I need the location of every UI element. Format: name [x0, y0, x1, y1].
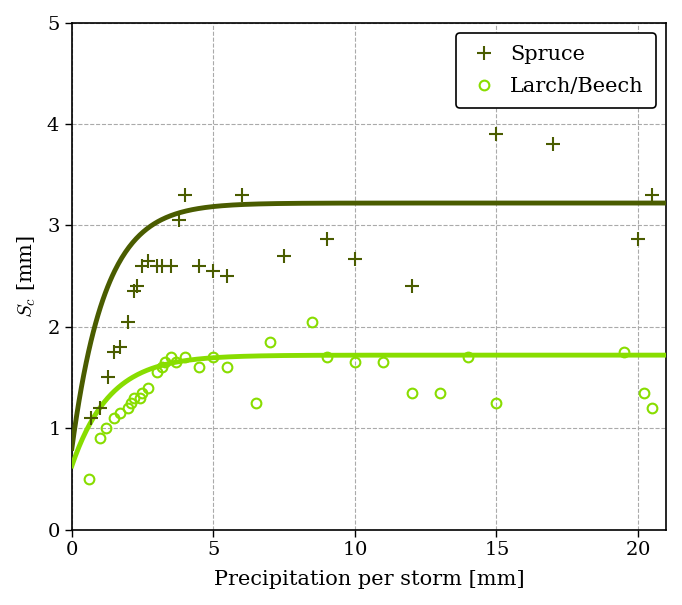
Larch/Beech — [351, 359, 359, 366]
Larch/Beech — [195, 364, 203, 371]
Larch/Beech — [308, 318, 316, 325]
Larch/Beech — [209, 353, 218, 361]
Spruce — [209, 267, 218, 275]
Larch/Beech — [136, 394, 144, 401]
Spruce — [648, 191, 656, 198]
Larch/Beech — [166, 353, 175, 361]
Spruce — [549, 140, 557, 148]
Larch/Beech — [620, 348, 628, 356]
Larch/Beech — [492, 399, 501, 407]
Spruce — [130, 287, 138, 295]
Legend: Spruce, Larch/Beech: Spruce, Larch/Beech — [456, 33, 656, 108]
Y-axis label: $S_c$ [mm]: $S_c$ [mm] — [16, 235, 38, 318]
Spruce — [634, 235, 642, 242]
Larch/Beech — [116, 410, 124, 417]
Spruce — [153, 263, 161, 270]
Spruce — [110, 348, 118, 356]
Larch/Beech — [130, 394, 138, 401]
Larch/Beech — [640, 389, 648, 396]
Spruce — [492, 131, 501, 138]
Larch/Beech — [102, 425, 110, 432]
Spruce — [116, 344, 124, 351]
Spruce — [237, 191, 246, 198]
Spruce — [323, 235, 331, 242]
Spruce — [166, 263, 175, 270]
Larch/Beech — [124, 404, 132, 411]
Spruce — [351, 255, 359, 263]
Larch/Beech — [161, 359, 169, 366]
Larch/Beech — [223, 364, 231, 371]
Spruce — [407, 283, 415, 290]
Spruce — [175, 217, 183, 224]
Larch/Beech — [110, 414, 118, 422]
Larch/Beech — [138, 389, 147, 396]
Spruce — [158, 263, 166, 270]
Spruce — [195, 263, 203, 270]
Larch/Beech — [648, 404, 656, 411]
Larch/Beech — [464, 353, 472, 361]
Line: Larch/Beech: Larch/Beech — [84, 317, 657, 483]
Larch/Beech — [127, 399, 135, 407]
Spruce — [138, 263, 147, 270]
Spruce — [280, 252, 288, 260]
Larch/Beech — [153, 368, 161, 376]
Spruce — [87, 414, 95, 422]
Larch/Beech — [407, 389, 415, 396]
Larch/Beech — [379, 359, 387, 366]
X-axis label: Precipitation per storm [mm]: Precipitation per storm [mm] — [213, 571, 524, 589]
Spruce — [223, 272, 231, 280]
Spruce — [144, 257, 152, 264]
Spruce — [104, 374, 113, 381]
Larch/Beech — [436, 389, 444, 396]
Spruce — [95, 404, 104, 411]
Spruce — [124, 318, 132, 325]
Larch/Beech — [95, 434, 104, 442]
Larch/Beech — [252, 399, 260, 407]
Spruce — [132, 283, 140, 290]
Larch/Beech — [85, 475, 93, 482]
Line: Spruce: Spruce — [85, 127, 659, 425]
Larch/Beech — [173, 359, 181, 366]
Larch/Beech — [323, 353, 331, 361]
Larch/Beech — [181, 353, 189, 361]
Larch/Beech — [266, 338, 274, 345]
Larch/Beech — [144, 384, 152, 391]
Larch/Beech — [158, 364, 166, 371]
Spruce — [181, 191, 189, 198]
